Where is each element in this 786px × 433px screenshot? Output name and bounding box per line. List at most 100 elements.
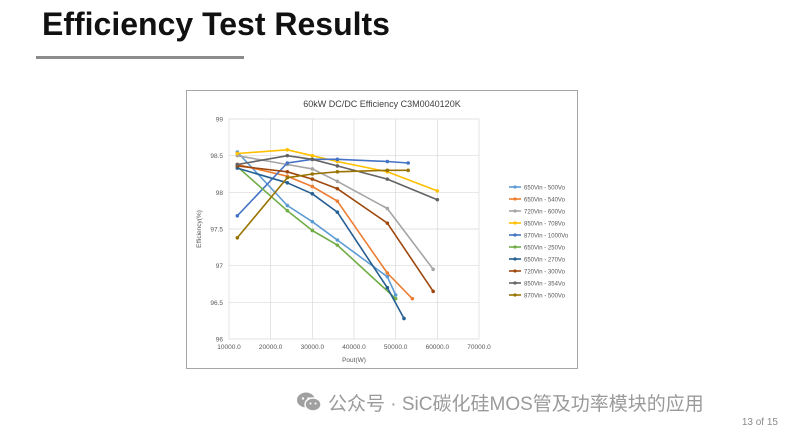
x-tick-label: 50000.0 <box>384 344 408 351</box>
data-point <box>310 192 315 196</box>
watermark: 公众号 · SiC碳化硅MOS管及功率模块的应用 <box>296 387 704 417</box>
data-point <box>410 296 415 301</box>
data-point <box>335 210 340 214</box>
data-point <box>335 179 340 184</box>
series-line <box>237 154 438 201</box>
data-point <box>310 153 315 158</box>
x-tick-label: 10000.0 <box>217 344 241 351</box>
data-point <box>310 172 315 176</box>
data-point <box>385 221 390 225</box>
data-point <box>335 199 340 203</box>
data-point <box>385 159 390 164</box>
data-point <box>406 168 410 173</box>
data-point <box>285 203 290 208</box>
data-point <box>235 236 240 240</box>
data-point <box>285 175 290 180</box>
data-point <box>435 197 440 202</box>
data-point <box>335 186 340 191</box>
x-tick-label: 40000.0 <box>342 344 366 351</box>
legend-marker <box>513 233 517 237</box>
data-point <box>406 161 410 165</box>
y-tick-label: 99 <box>216 117 224 124</box>
series-line <box>237 167 405 319</box>
data-point <box>310 184 315 189</box>
legend-marker <box>513 281 517 285</box>
series-line <box>236 151 397 296</box>
series-line <box>237 165 434 292</box>
y-tick-label: 96 <box>216 337 224 344</box>
data-point <box>235 162 240 167</box>
x-tick-label: 30000.0 <box>301 344 325 351</box>
y-tick-label: 96.5 <box>210 300 223 307</box>
chart-frame: 60kW DC/DC Efficiency C3M0040120K 96 96.5 9… <box>186 90 578 369</box>
y-tick-label: 98 <box>216 190 224 197</box>
legend-label: 650Vin - 270Vo <box>524 257 566 263</box>
data-point <box>335 157 340 162</box>
data-point <box>310 167 315 171</box>
data-point <box>310 219 315 224</box>
data-point <box>285 208 290 213</box>
legend-label: 720Vin - 300Vo <box>524 269 566 275</box>
series-line <box>236 169 409 239</box>
legend-label: 850Vin - 708Vo <box>524 221 566 227</box>
legend-label: 720Vin - 600Vo <box>524 209 566 215</box>
wechat-icon <box>297 392 322 412</box>
data-point <box>385 177 390 181</box>
legend-marker <box>513 245 517 249</box>
legend-label: 850Vin - 354Vo <box>524 281 566 287</box>
legend-marker <box>513 257 517 261</box>
data-point <box>285 148 290 152</box>
data-point <box>393 293 398 297</box>
series-line <box>237 154 434 270</box>
data-point <box>235 214 240 218</box>
data-point <box>385 285 390 290</box>
x-tick-label: 20000.0 <box>259 344 283 351</box>
data-point <box>385 206 390 211</box>
x-axis-label: Pout(W) <box>342 357 366 364</box>
chart-title: 60kW DC/DC Efficiency C3M0040120K <box>303 99 460 109</box>
legend-marker <box>513 221 517 225</box>
y-axis-label: Efficiency(%) <box>196 210 203 248</box>
watermark-text: 公众号 · SiC碳化硅MOS管及功率模块的应用 <box>328 393 704 415</box>
data-point <box>385 274 390 279</box>
slide-title: Efficiency Test Results <box>42 6 390 42</box>
data-point <box>431 267 435 272</box>
data-point <box>393 296 398 301</box>
data-point <box>335 238 340 242</box>
data-point <box>285 161 290 165</box>
series-line <box>236 158 409 217</box>
legend-marker <box>513 269 517 273</box>
data-point <box>335 243 340 247</box>
y-tick-label: 98.5 <box>210 153 223 160</box>
data-point <box>285 170 290 174</box>
legend-label: 870Vin - 1000Vo <box>524 233 569 239</box>
series-line <box>237 163 413 300</box>
y-tick-label: 97 <box>216 263 224 270</box>
efficiency-chart: 60kW DC/DC Efficiency C3M0040120K 96 96.5 9… <box>196 99 569 364</box>
y-tick-label: 97.5 <box>210 227 223 234</box>
data-point <box>431 289 435 294</box>
legend-label: 870Vin - 500Vo <box>524 293 566 299</box>
legend-label: 650Vin - 540Vo <box>524 197 566 203</box>
data-point <box>435 189 440 193</box>
legend-label: 650Vin - 250Vo <box>524 245 566 251</box>
page-number: 13 of 15 <box>741 417 778 428</box>
legend-marker <box>513 197 517 201</box>
series-line <box>236 166 397 300</box>
data-point <box>285 181 290 185</box>
data-point <box>385 168 390 173</box>
legend-marker <box>513 185 517 189</box>
x-tick-label: 70000.0 <box>467 344 491 351</box>
data-point <box>310 157 315 162</box>
legend-label: 650Vin - 500Vo <box>524 185 566 191</box>
data-point <box>385 271 390 275</box>
data-point <box>310 228 315 233</box>
data-point <box>310 177 315 181</box>
title-underline <box>36 56 244 59</box>
legend-marker <box>513 209 517 213</box>
data-point <box>235 151 240 156</box>
data-point <box>335 164 340 168</box>
data-point <box>335 170 340 174</box>
data-point <box>285 153 290 158</box>
legend-marker <box>513 293 517 297</box>
